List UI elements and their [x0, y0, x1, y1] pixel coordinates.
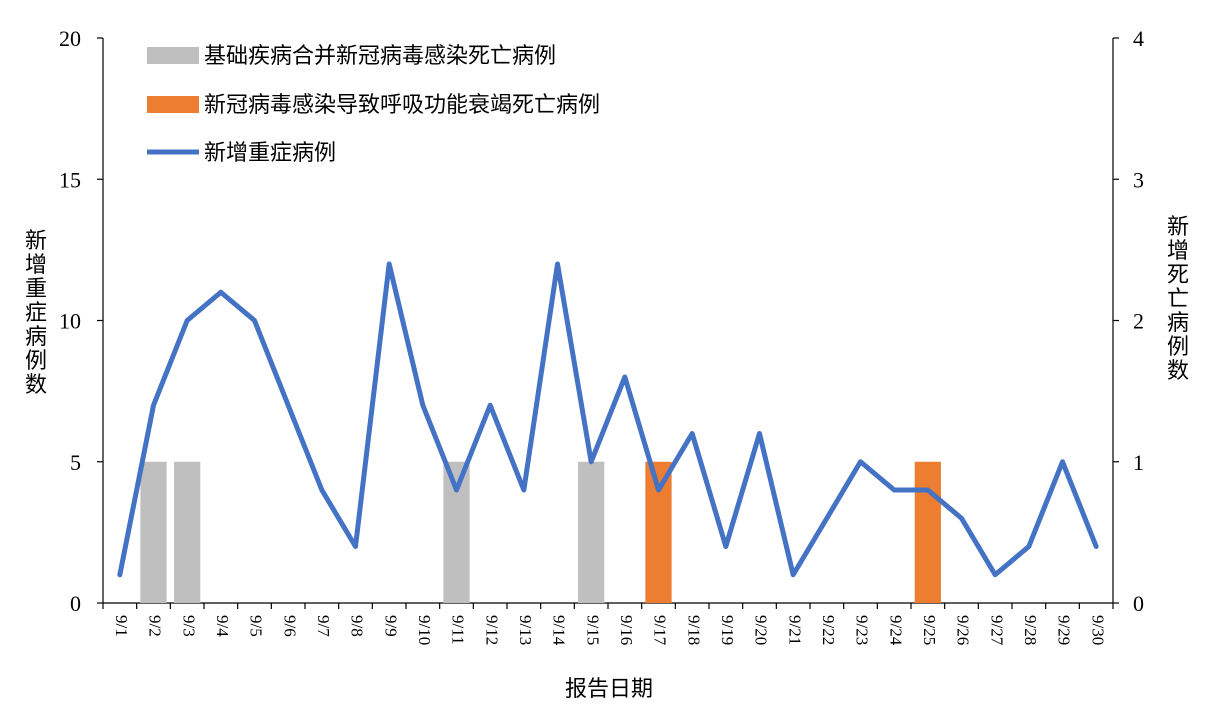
x-tick-label: 9/22	[819, 615, 838, 645]
x-tick-label: 9/19	[718, 615, 737, 645]
y-left-tick-label: 15	[59, 167, 81, 192]
y-right-tick-label: 1	[1133, 450, 1144, 475]
x-tick-label: 9/18	[684, 615, 703, 645]
legend-swatch	[147, 47, 199, 64]
x-tick-label: 9/5	[247, 615, 266, 637]
y-right-tick-label: 2	[1133, 309, 1144, 334]
y-right-tick-label: 0	[1133, 591, 1144, 616]
legend-label: 基础疾病合并新冠病毒感染死亡病例	[204, 44, 556, 69]
x-tick-label: 9/11	[449, 615, 468, 645]
x-tick-label: 9/26	[954, 615, 973, 645]
y-left-axis-title: 新增重症病例数	[25, 229, 47, 398]
legend-swatch	[147, 96, 199, 113]
x-tick-label: 9/29	[1055, 615, 1074, 645]
x-tick-label: 9/21	[785, 615, 804, 645]
bar	[174, 461, 201, 603]
x-tick-label: 9/13	[516, 615, 535, 645]
bar	[443, 461, 470, 603]
x-tick-label: 9/28	[1021, 615, 1040, 645]
y-left-tick-label: 20	[59, 26, 81, 51]
y-right-axis-title: 新增死亡病例数	[1167, 215, 1189, 384]
x-tick-label: 9/20	[752, 615, 771, 645]
y-left-tick-label: 5	[70, 450, 81, 475]
x-tick-label: 9/12	[482, 615, 501, 645]
x-tick-label: 9/15	[583, 615, 602, 645]
x-tick-label: 9/23	[853, 615, 872, 645]
x-tick-label: 9/3	[179, 615, 198, 637]
line-layer	[117, 261, 1099, 578]
bar	[578, 461, 605, 603]
x-tick-label: 9/4	[213, 615, 232, 637]
x-tick-label: 9/14	[550, 615, 569, 646]
tick-layer: 0 5 10 15 20 0 1 2 3 4 9/1 9/2 9/3 9/4 9/5 9/6 9/7 9/8 9/9…	[59, 26, 1144, 646]
x-tick-label: 9/17	[651, 615, 670, 646]
x-tick-label: 9/6	[280, 615, 299, 637]
x-tick-label: 9/24	[886, 615, 905, 646]
x-tick-label: 9/27	[987, 615, 1006, 646]
x-axis-title: 报告日期	[565, 677, 653, 702]
bar	[914, 461, 941, 603]
legend-label: 新增重症病例	[204, 141, 336, 166]
x-tick-label: 9/10	[415, 615, 434, 645]
x-tick-label: 9/8	[348, 615, 367, 637]
series-line	[117, 261, 1099, 578]
bar	[140, 461, 167, 603]
x-tick-label: 9/9	[381, 615, 400, 637]
x-tick-label: 9/30	[1088, 615, 1107, 645]
x-tick-label: 9/7	[314, 615, 333, 637]
y-right-tick-label: 3	[1133, 167, 1144, 192]
y-left-tick-label: 10	[59, 309, 81, 334]
x-tick-label: 9/25	[920, 615, 939, 645]
x-tick-label: 9/1	[112, 615, 131, 637]
legend-label: 新冠病毒感染导致呼吸功能衰竭死亡病例	[204, 93, 600, 118]
x-tick-label: 9/2	[146, 615, 165, 637]
y-right-tick-label: 4	[1133, 26, 1144, 51]
y-left-tick-label: 0	[70, 591, 81, 616]
x-tick-label: 9/16	[617, 615, 636, 645]
